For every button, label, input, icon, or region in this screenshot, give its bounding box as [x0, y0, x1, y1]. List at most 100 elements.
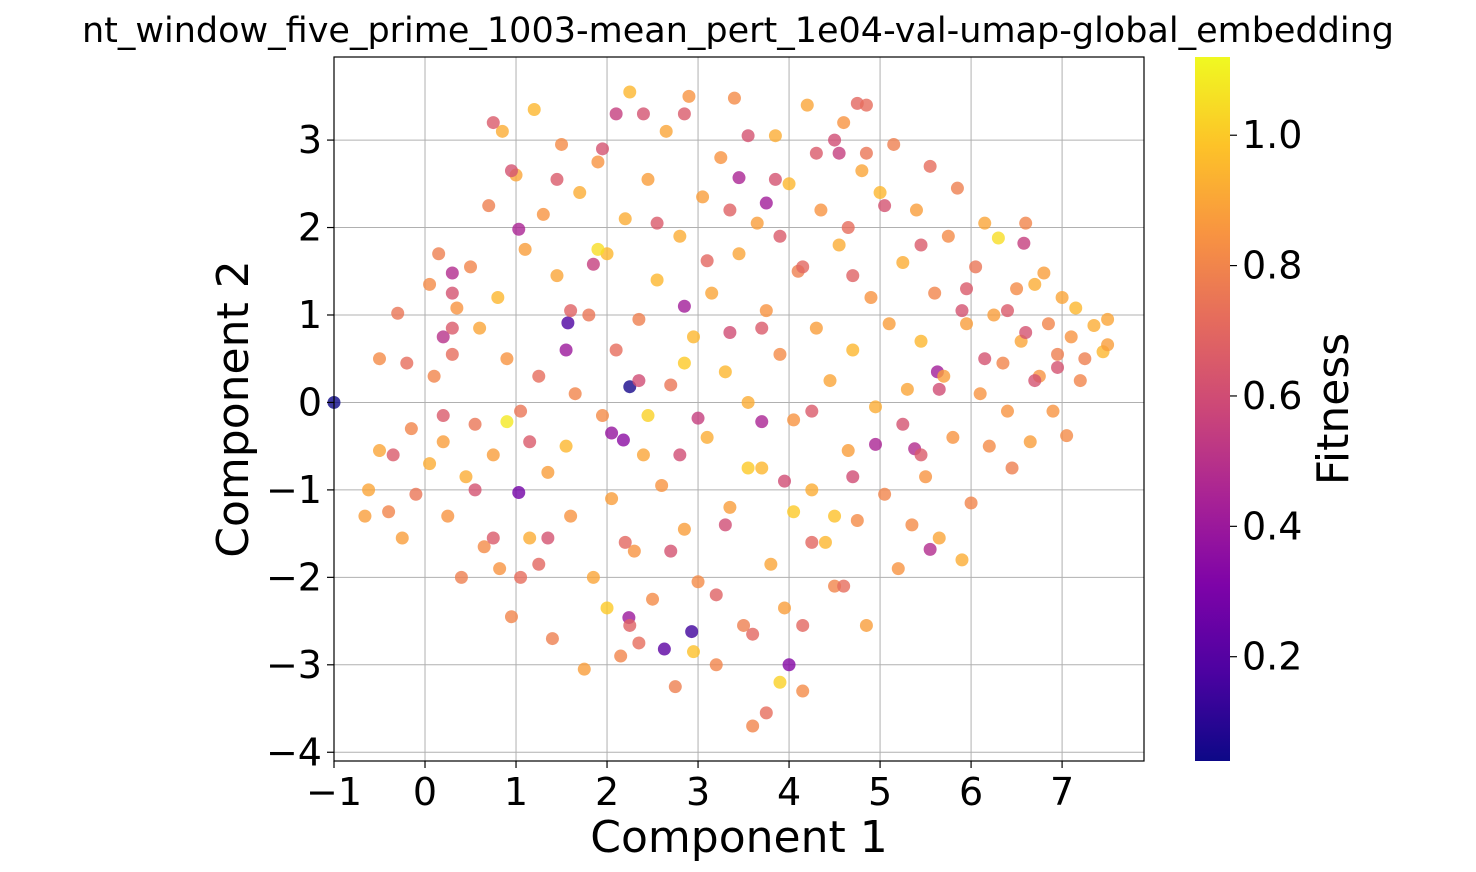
data-point: [732, 247, 746, 261]
data-point: [859, 98, 873, 112]
data-point: [755, 415, 769, 429]
data-point: [609, 343, 623, 357]
data-point: [568, 387, 582, 401]
data-point: [504, 610, 518, 624]
data-point: [805, 404, 819, 418]
data-point: [459, 470, 473, 484]
data-point: [657, 642, 671, 656]
data-point: [591, 155, 605, 169]
data-point: [1087, 318, 1101, 332]
data-point: [923, 159, 937, 173]
data-point: [846, 343, 860, 357]
data-point: [605, 492, 619, 506]
data-point: [409, 487, 423, 501]
data-point: [923, 542, 937, 556]
data-point: [609, 107, 623, 121]
data-point: [1069, 301, 1083, 315]
data-point: [541, 465, 555, 479]
data-point: [436, 435, 450, 449]
data-point: [595, 142, 609, 156]
data-point: [561, 316, 575, 330]
y-tick-label: −4: [266, 730, 322, 774]
data-point: [832, 146, 846, 160]
data-point: [796, 260, 810, 274]
data-point: [1019, 216, 1033, 230]
data-point: [932, 531, 946, 545]
data-point: [436, 409, 450, 423]
data-point: [582, 308, 596, 322]
data-point: [909, 203, 923, 217]
colorbar-axis: 0.2 0.4 0.6 0.8 1.0: [1230, 113, 1302, 679]
colorbar-tick-label: 0.2: [1242, 635, 1302, 679]
data-point: [914, 334, 928, 348]
data-point: [723, 500, 737, 514]
data-point: [705, 286, 719, 300]
data-point: [1028, 374, 1042, 388]
data-point: [454, 570, 468, 584]
data-point: [741, 395, 755, 409]
data-point: [623, 380, 637, 394]
data-point: [919, 470, 933, 484]
data-point: [1064, 330, 1078, 344]
colorbar-tick-label: 0.6: [1242, 374, 1302, 418]
data-point: [828, 579, 842, 593]
data-point: [828, 133, 842, 147]
data-point: [696, 190, 710, 204]
data-point: [746, 627, 760, 641]
data-point: [495, 124, 509, 138]
data-point: [1000, 304, 1014, 318]
data-point: [773, 229, 787, 243]
data-point: [946, 430, 960, 444]
y-tick-label: −3: [266, 643, 322, 687]
data-point: [805, 483, 819, 497]
data-point: [491, 290, 505, 304]
data-point: [450, 301, 464, 315]
data-point: [755, 461, 769, 475]
data-point: [1005, 461, 1019, 475]
data-point: [996, 356, 1010, 370]
data-point: [514, 404, 528, 418]
data-point: [677, 356, 691, 370]
data-point: [1055, 290, 1069, 304]
data-point: [682, 89, 696, 103]
data-point: [391, 306, 405, 320]
data-point: [837, 579, 851, 593]
data-point: [1017, 236, 1031, 250]
data-point: [614, 649, 628, 663]
data-point: [395, 531, 409, 545]
data-point: [741, 129, 755, 143]
data-point: [445, 266, 459, 280]
chart-title: nt_window_five_prime_1003-mean_pert_1e04…: [82, 11, 1394, 51]
data-point: [896, 417, 910, 431]
data-point: [755, 321, 769, 335]
data-point: [869, 400, 883, 414]
data-point: [664, 544, 678, 558]
data-point: [869, 437, 883, 451]
data-point: [841, 444, 855, 458]
data-point: [605, 426, 619, 440]
data-point: [523, 531, 537, 545]
x-axis-title: Component 1: [590, 812, 887, 863]
data-point: [905, 518, 919, 532]
data-point: [937, 369, 951, 383]
data-point: [1041, 317, 1055, 331]
data-point: [646, 592, 660, 606]
data-point: [636, 107, 650, 121]
data-point: [969, 260, 983, 274]
data-point: [623, 85, 637, 99]
data-point: [627, 544, 641, 558]
data-point: [1101, 338, 1115, 352]
data-point: [723, 203, 737, 217]
data-point: [685, 625, 699, 639]
data-point: [746, 719, 760, 733]
data-point: [1046, 404, 1060, 418]
data-point: [532, 557, 546, 571]
data-point: [668, 680, 682, 694]
data-point: [500, 415, 514, 429]
data-point: [709, 588, 723, 602]
data-point: [982, 439, 996, 453]
data-point: [591, 242, 605, 256]
data-point: [436, 330, 450, 344]
data-point: [882, 317, 896, 331]
